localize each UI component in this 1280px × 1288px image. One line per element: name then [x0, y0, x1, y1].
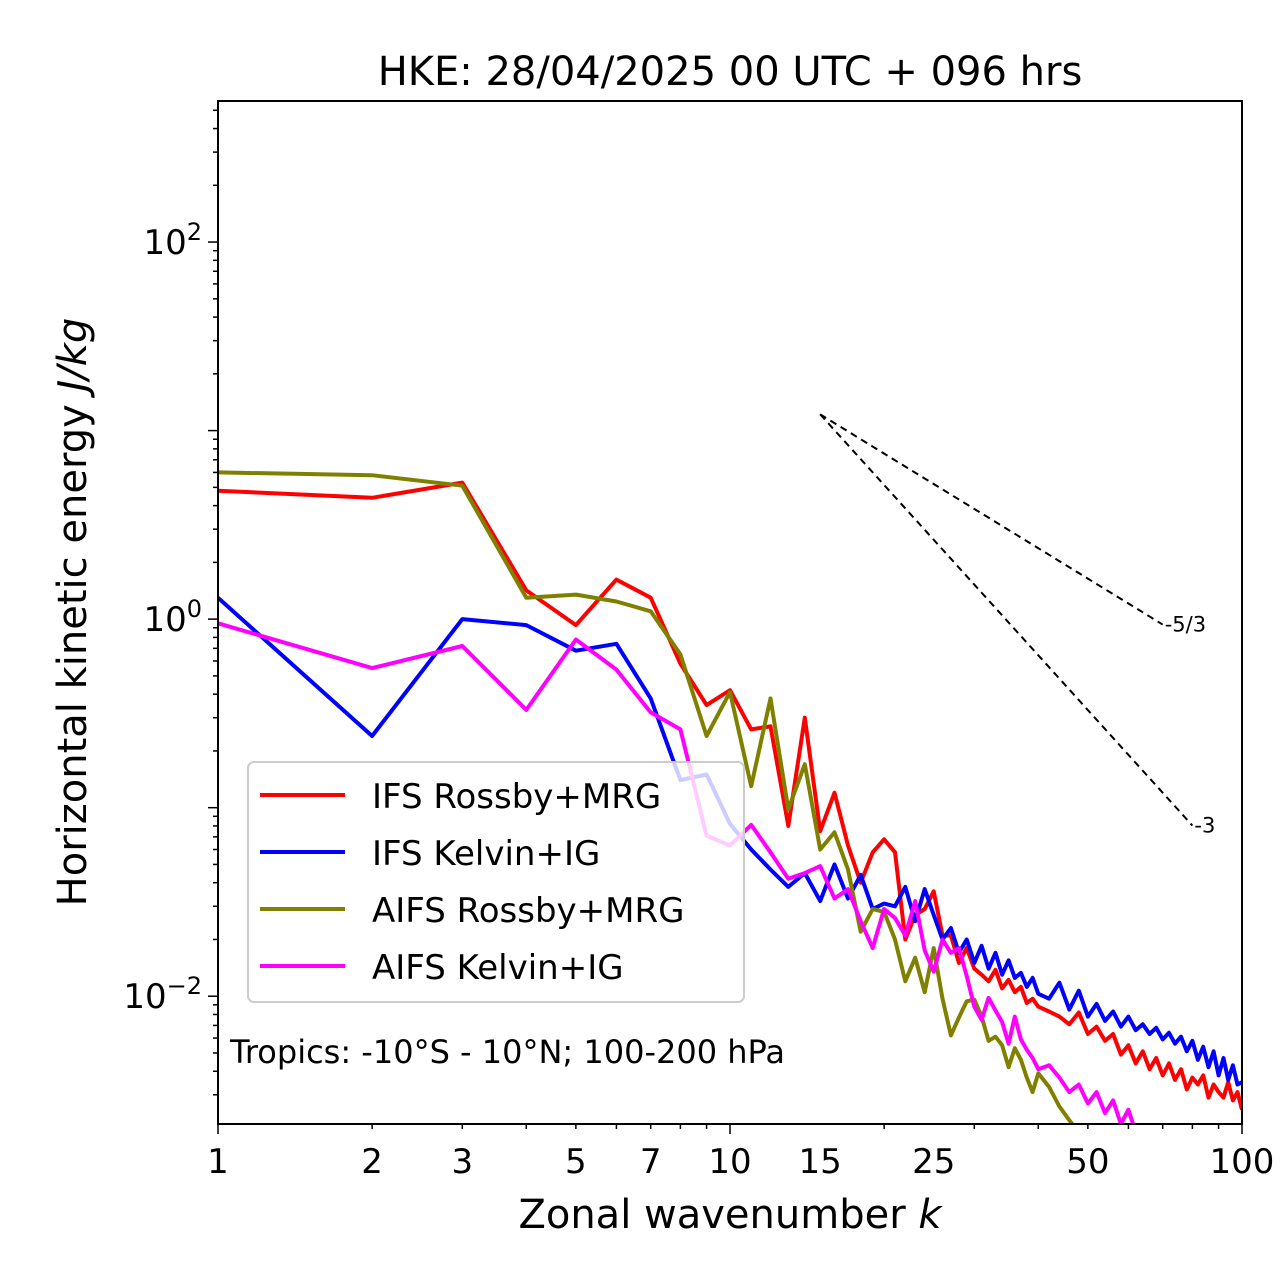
legend-label-ifs-kelvin: IFS Kelvin+IG	[372, 834, 600, 874]
x-axis-label: Zonal wavenumber k	[518, 1192, 943, 1238]
reference-lines: -5/3 -3	[819, 413, 1215, 838]
series-line-0	[218, 480, 1242, 1111]
y-tick-label: 100	[143, 595, 202, 640]
x-tick-label: 25	[912, 1142, 955, 1182]
legend-label-aifs-rossby: AIFS Rossby+MRG	[372, 891, 684, 931]
x-axis: 1 2 3 5 7 10 15 25 50 100	[207, 1124, 1274, 1182]
x-tick-label: 50	[1066, 1142, 1109, 1182]
y-axis-label-unit: J/kg	[50, 318, 96, 399]
x-tick-label: 3	[451, 1142, 473, 1182]
legend-label-ifs-rossby: IFS Rossby+MRG	[372, 777, 661, 817]
chart-title: HKE: 28/04/2025 00 UTC + 096 hrs	[378, 49, 1083, 95]
x-tick-label: 2	[361, 1142, 383, 1182]
y-tick-label: 102	[143, 218, 202, 263]
reference-line-0	[819, 413, 1164, 626]
y-axis-label-text: Horizontal kinetic energy	[50, 404, 96, 906]
region-annotation: Tropics: -10°S - 10°N; 100-200 hPa	[229, 1033, 785, 1071]
y-tick-label: 10−2	[123, 972, 202, 1017]
x-axis-label-text: Zonal wavenumber	[518, 1192, 906, 1238]
series-line-1	[218, 596, 1242, 1087]
reference-line-label-0: -5/3	[1165, 613, 1206, 637]
legend: IFS Rossby+MRG IFS Kelvin+IG AIFS Rossby…	[247, 761, 745, 1003]
x-tick-label: 10	[708, 1142, 751, 1182]
x-axis-label-variable: k	[918, 1192, 943, 1238]
reference-line-label-1: -3	[1194, 814, 1215, 838]
legend-box	[247, 761, 745, 1003]
legend-label-aifs-kelvin: AIFS Kelvin+IG	[372, 948, 624, 988]
x-tick-label: 7	[640, 1142, 662, 1182]
series-line-2	[218, 470, 1075, 1124]
x-tick-label: 15	[799, 1142, 842, 1182]
x-tick-label: 100	[1210, 1142, 1275, 1182]
reference-line-1	[819, 413, 1194, 827]
x-tick-label: 5	[565, 1142, 587, 1182]
x-tick-label: 1	[207, 1142, 229, 1182]
y-axis: 10−2 100 102	[123, 109, 218, 1096]
y-axis-label: Horizontal kinetic energy J/kg	[50, 318, 96, 907]
